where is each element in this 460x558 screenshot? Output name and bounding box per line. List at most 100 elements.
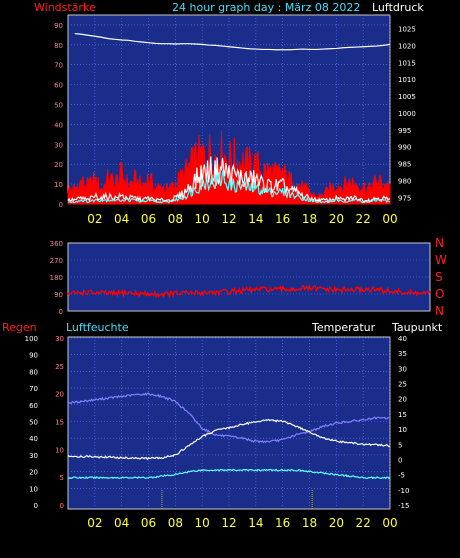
x-tick-label: 00 (382, 212, 397, 226)
x-tick-label: 16 (275, 212, 290, 226)
temperature-series (67, 418, 391, 461)
dewpoint-series (67, 468, 391, 480)
rain-tick: 80 (29, 368, 38, 376)
rain-label: Regen (2, 321, 37, 334)
compass-tick: O (435, 287, 444, 301)
wind-right-label: Luftdruck (372, 1, 424, 14)
compass-tick: S (435, 270, 443, 284)
temperature-ticks: -15 -10 -5 0 5 10 15 20 25 30 35 40 (398, 335, 409, 510)
rain-tick: 10 (29, 485, 38, 493)
wind-left-tick: 10 (54, 181, 63, 189)
direction-tick: 360 (50, 240, 63, 248)
wind-left-tick: 70 (54, 62, 63, 70)
x-tick-label: 08 (168, 516, 183, 530)
direction-tick: 180 (50, 274, 63, 282)
x-tick-label: 22 (356, 516, 371, 530)
temperature-tick: 30 (398, 365, 407, 373)
wind-left-tick: 50 (54, 102, 63, 110)
humidity-tick: 5 (60, 474, 64, 482)
temperature-tick: 10 (398, 426, 407, 434)
wind-left-tick: 60 (54, 82, 63, 90)
x-tick-label: 12 (221, 212, 236, 226)
temperature-tick: -5 (398, 472, 405, 480)
temperature-label: Temperatur (311, 321, 376, 334)
humidity-tick: 15 (55, 419, 64, 427)
x-tick-label: 22 (356, 212, 371, 226)
humidity-series (67, 392, 391, 444)
x-tick-label: 12 (221, 516, 236, 530)
temperature-tick: 20 (398, 396, 407, 404)
rain-tick: 100 (25, 335, 38, 343)
temperature-tick: 40 (398, 335, 407, 343)
temperature-x-ticks: 02 04 06 08 10 12 14 16 18 20 22 00 (87, 516, 397, 530)
x-tick-label: 16 (275, 516, 290, 530)
pressure-tick: 1020 (398, 42, 416, 50)
temperature-tick: 15 (398, 411, 407, 419)
rain-tick: 0 (34, 502, 38, 510)
x-tick-label: 06 (141, 516, 156, 530)
x-tick-label: 18 (302, 212, 317, 226)
direction-series (67, 284, 431, 299)
compass-tick: W (435, 253, 447, 267)
rain-tick: 50 (29, 419, 38, 427)
direction-tick: 270 (50, 257, 63, 265)
humidity-tick: 20 (55, 391, 64, 399)
pressure-tick: 1015 (398, 59, 416, 67)
pressure-tick: 1010 (398, 76, 416, 84)
pressure-tick: 1000 (398, 110, 416, 118)
temperature-tick: 25 (398, 381, 407, 389)
rain-tick: 60 (29, 402, 38, 410)
pressure-tick: 1025 (398, 26, 416, 34)
rain-tick: 40 (29, 435, 38, 443)
x-tick-label: 02 (87, 516, 102, 530)
x-tick-label: 18 (302, 516, 317, 530)
humidity-tick: 25 (55, 363, 64, 371)
humidity-label: Luftfeuchte (66, 321, 129, 334)
compass-tick: N (435, 236, 444, 250)
pressure-tick: 980 (398, 177, 411, 185)
x-tick-label: 14 (248, 212, 263, 226)
x-tick-label: 10 (195, 212, 210, 226)
x-tick-label: 10 (195, 516, 210, 530)
x-tick-label: 04 (114, 212, 129, 226)
wind-x-ticks: 02 04 06 08 10 12 14 16 18 20 22 00 (87, 212, 397, 226)
humidity-tick: 10 (55, 446, 64, 454)
wind-left-label: Windstärke (34, 1, 96, 14)
x-tick-label: 02 (87, 212, 102, 226)
wind-average-series (67, 156, 391, 204)
temperature-tick: 5 (398, 441, 402, 449)
wind-right-ticks: 975 980 985 990 995 1000 1005 1010 1015 1020 1025 (398, 26, 416, 203)
pressure-tick: 985 (398, 161, 411, 169)
wind-left-tick: 90 (54, 22, 63, 30)
pressure-tick: 975 (398, 194, 411, 202)
humidity-ticks: 0 5 10 15 20 25 30 (55, 335, 64, 510)
direction-left-ticks: 0 90 180 270 360 (50, 240, 63, 316)
humidity-tick: 30 (55, 335, 64, 343)
temperature-tick: 0 (398, 456, 402, 464)
humidity-tick: 0 (60, 502, 64, 510)
wind-left-tick: 30 (54, 141, 63, 149)
pressure-tick: 1005 (398, 93, 416, 101)
dewpoint-label: Taupunkt (391, 321, 443, 334)
wind-left-tick: 0 (59, 201, 63, 209)
temperature-tick: 35 (398, 350, 407, 358)
pressure-tick: 995 (398, 127, 411, 135)
temperature-tick: -10 (398, 487, 409, 495)
wind-left-tick: 20 (54, 161, 63, 169)
x-tick-label: 00 (382, 516, 397, 530)
x-tick-label: 08 (168, 212, 183, 226)
direction-grid (68, 259, 430, 295)
rain-tick: 30 (29, 452, 38, 460)
rain-tick: 70 (29, 385, 38, 393)
rain-tick: 20 (29, 469, 38, 477)
wind-left-tick: 40 (54, 121, 63, 129)
pressure-series (74, 32, 391, 51)
rain-tick: 90 (29, 352, 38, 360)
direction-tick: 90 (54, 291, 63, 299)
wind-left-tick: 80 (54, 42, 63, 50)
pressure-tick: 990 (398, 144, 411, 152)
x-tick-label: 20 (329, 516, 344, 530)
